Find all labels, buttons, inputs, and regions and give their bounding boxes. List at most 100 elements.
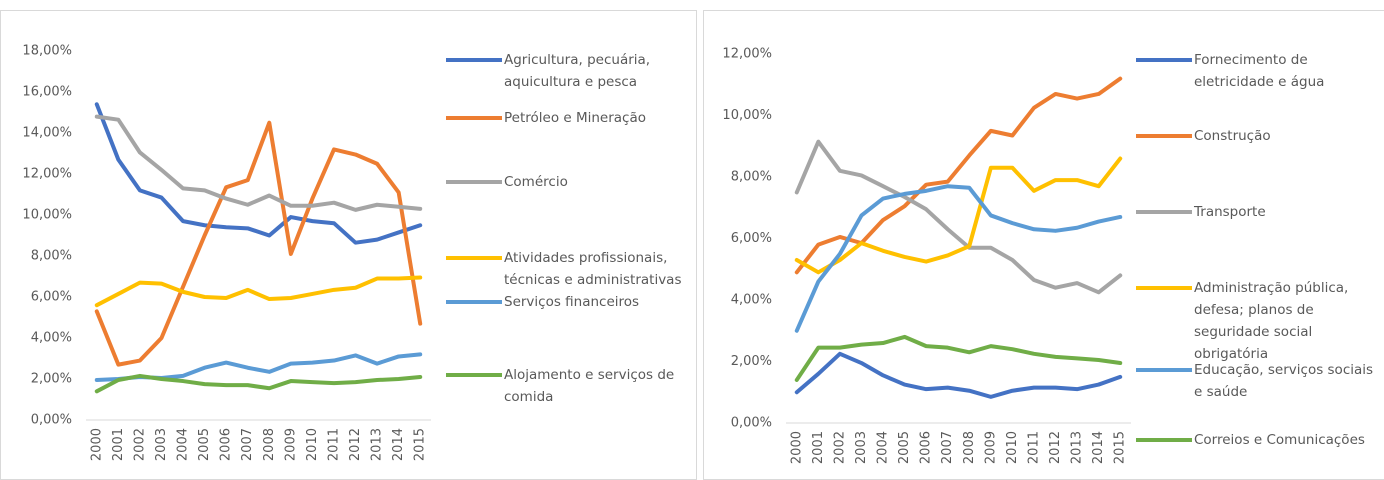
legend-swatch: [446, 256, 502, 260]
x-tick-label: 2007: [240, 428, 255, 461]
legend-label: Correios e Comunicações: [1194, 432, 1365, 448]
legend-item: Fornecimento de eletricidade e água: [1136, 49, 1374, 93]
y-tick-label: 16,00%: [22, 85, 72, 100]
legend-label: Agricultura, pecuária, aquicultura e pes…: [504, 52, 651, 90]
legend-label: Comércio: [504, 174, 568, 190]
legend-label: Transporte: [1194, 204, 1266, 220]
legend-swatch: [1136, 368, 1192, 372]
x-tick-label: 2004: [176, 428, 191, 461]
x-tick-label: 2015: [413, 428, 428, 461]
x-tick-label: 2012: [348, 428, 363, 461]
y-tick-label: 12,00%: [22, 167, 72, 182]
legend-item: Construção: [1136, 125, 1374, 147]
chart-panel: 0,00% 2,00% 4,00% 6,00% 8,00% 10,00% 12,00% 200…: [703, 10, 1384, 480]
x-tick-label: 2005: [897, 431, 912, 464]
legend-label: Serviços financeiros: [504, 294, 640, 310]
series-line: [94, 114, 423, 212]
legend-item: Atividades profissionais, técnicas e adm…: [446, 247, 699, 291]
x-tick-label: 2002: [832, 431, 847, 464]
x-tick-label: 2000: [89, 428, 104, 461]
x-tick-label: 2003: [854, 431, 869, 464]
legend-item: Petróleo e Mineração: [446, 107, 699, 129]
series-line: [794, 76, 1123, 275]
y-tick-label: 8,00%: [31, 249, 72, 264]
legend-swatch: [1136, 210, 1192, 214]
x-tick-label: 2001: [111, 428, 126, 461]
x-tick-label: 2010: [1005, 431, 1020, 464]
y-tick-label: 12,00%: [722, 47, 772, 62]
series-line: [794, 184, 1123, 333]
legend-label: Fornecimento de eletricidade e água: [1194, 52, 1325, 90]
x-tick-label: 2007: [940, 431, 955, 464]
series-line: [794, 156, 1123, 275]
legend-item: Transporte: [1136, 201, 1374, 223]
legend-swatch: [446, 373, 502, 377]
series-line: [794, 351, 1123, 399]
x-tick-label: 2009: [983, 431, 998, 464]
x-tick-label: 2004: [876, 431, 891, 464]
x-tick-label: 2015: [1113, 431, 1128, 464]
legend-label: Alojamento e serviços de comida: [504, 367, 675, 405]
x-tick-label: 2013: [370, 428, 385, 461]
legend-label: Construção: [1194, 128, 1271, 144]
legend-label: Administração pública, defesa; planos de…: [1194, 280, 1349, 362]
x-tick-label: 2009: [283, 428, 298, 461]
legend-item: Agricultura, pecuária, aquicultura e pes…: [446, 49, 699, 93]
x-tick-label: 2006: [919, 431, 934, 464]
x-tick-label: 2006: [219, 428, 234, 461]
y-tick-label: 18,00%: [22, 44, 72, 59]
legend-item: Serviços financeiros: [446, 291, 699, 313]
y-tick-label: 0,00%: [731, 416, 772, 431]
x-tick-label: 2011: [1026, 431, 1041, 464]
y-tick-label: 4,00%: [31, 331, 72, 346]
y-tick-label: 10,00%: [22, 208, 72, 223]
legend-label: Petróleo e Mineração: [504, 110, 647, 126]
series-line: [94, 102, 423, 245]
y-tick-label: 2,00%: [31, 372, 72, 387]
legend-swatch: [446, 300, 502, 304]
x-tick-label: 2010: [305, 428, 320, 461]
y-tick-label: 6,00%: [31, 290, 72, 305]
series-line: [94, 275, 423, 308]
y-tick-label: 6,00%: [731, 231, 772, 246]
chart: 0,00% 2,00% 4,00% 6,00% 8,00% 10,00% 12,00% 14,…: [22, 44, 431, 461]
x-tick-label: 2014: [391, 428, 406, 461]
y-tick-label: 10,00%: [722, 108, 772, 123]
y-tick-label: 14,00%: [22, 126, 72, 141]
series-line: [94, 120, 423, 367]
series-line: [794, 334, 1123, 382]
x-tick-label: 2012: [1048, 431, 1063, 464]
legend-item: Correios e Comunicações: [1136, 429, 1374, 451]
legend-swatch: [446, 58, 502, 62]
legend-swatch: [1136, 286, 1192, 290]
x-tick-label: 2001: [811, 431, 826, 464]
x-tick-label: 2014: [1091, 431, 1106, 464]
chart: 0,00% 2,00% 4,00% 6,00% 8,00% 10,00% 12,00% 200…: [722, 47, 1131, 464]
legend-item: Educação, serviços sociais e saúde: [1136, 359, 1374, 403]
legend-swatch: [446, 116, 502, 120]
legend-item: Comércio: [446, 171, 699, 193]
legend-label: Educação, serviços sociais e saúde: [1194, 362, 1374, 400]
x-tick-label: 2013: [1070, 431, 1085, 464]
x-tick-label: 2000: [789, 431, 804, 464]
y-tick-label: 4,00%: [731, 293, 772, 308]
x-tick-label: 2002: [132, 428, 147, 461]
legend-swatch: [1136, 134, 1192, 138]
legend-swatch: [1136, 438, 1192, 442]
y-tick-label: 8,00%: [731, 170, 772, 185]
series-line: [94, 373, 423, 394]
x-tick-label: 2003: [154, 428, 169, 461]
legend-item: Alojamento e serviços de comida: [446, 364, 699, 408]
series-line: [794, 139, 1123, 295]
legend-swatch: [1136, 58, 1192, 62]
x-tick-label: 2008: [962, 431, 977, 464]
x-tick-label: 2011: [326, 428, 341, 461]
y-tick-label: 0,00%: [31, 413, 72, 428]
legend-label: Atividades profissionais, técnicas e adm…: [504, 250, 682, 288]
x-tick-label: 2008: [262, 428, 277, 461]
legend-item: Administração pública, defesa; planos de…: [1136, 277, 1374, 365]
x-tick-label: 2005: [197, 428, 212, 461]
chart-panel: 0,00% 2,00% 4,00% 6,00% 8,00% 10,00% 12,00% 14,…: [0, 10, 697, 480]
y-tick-label: 2,00%: [731, 354, 772, 369]
